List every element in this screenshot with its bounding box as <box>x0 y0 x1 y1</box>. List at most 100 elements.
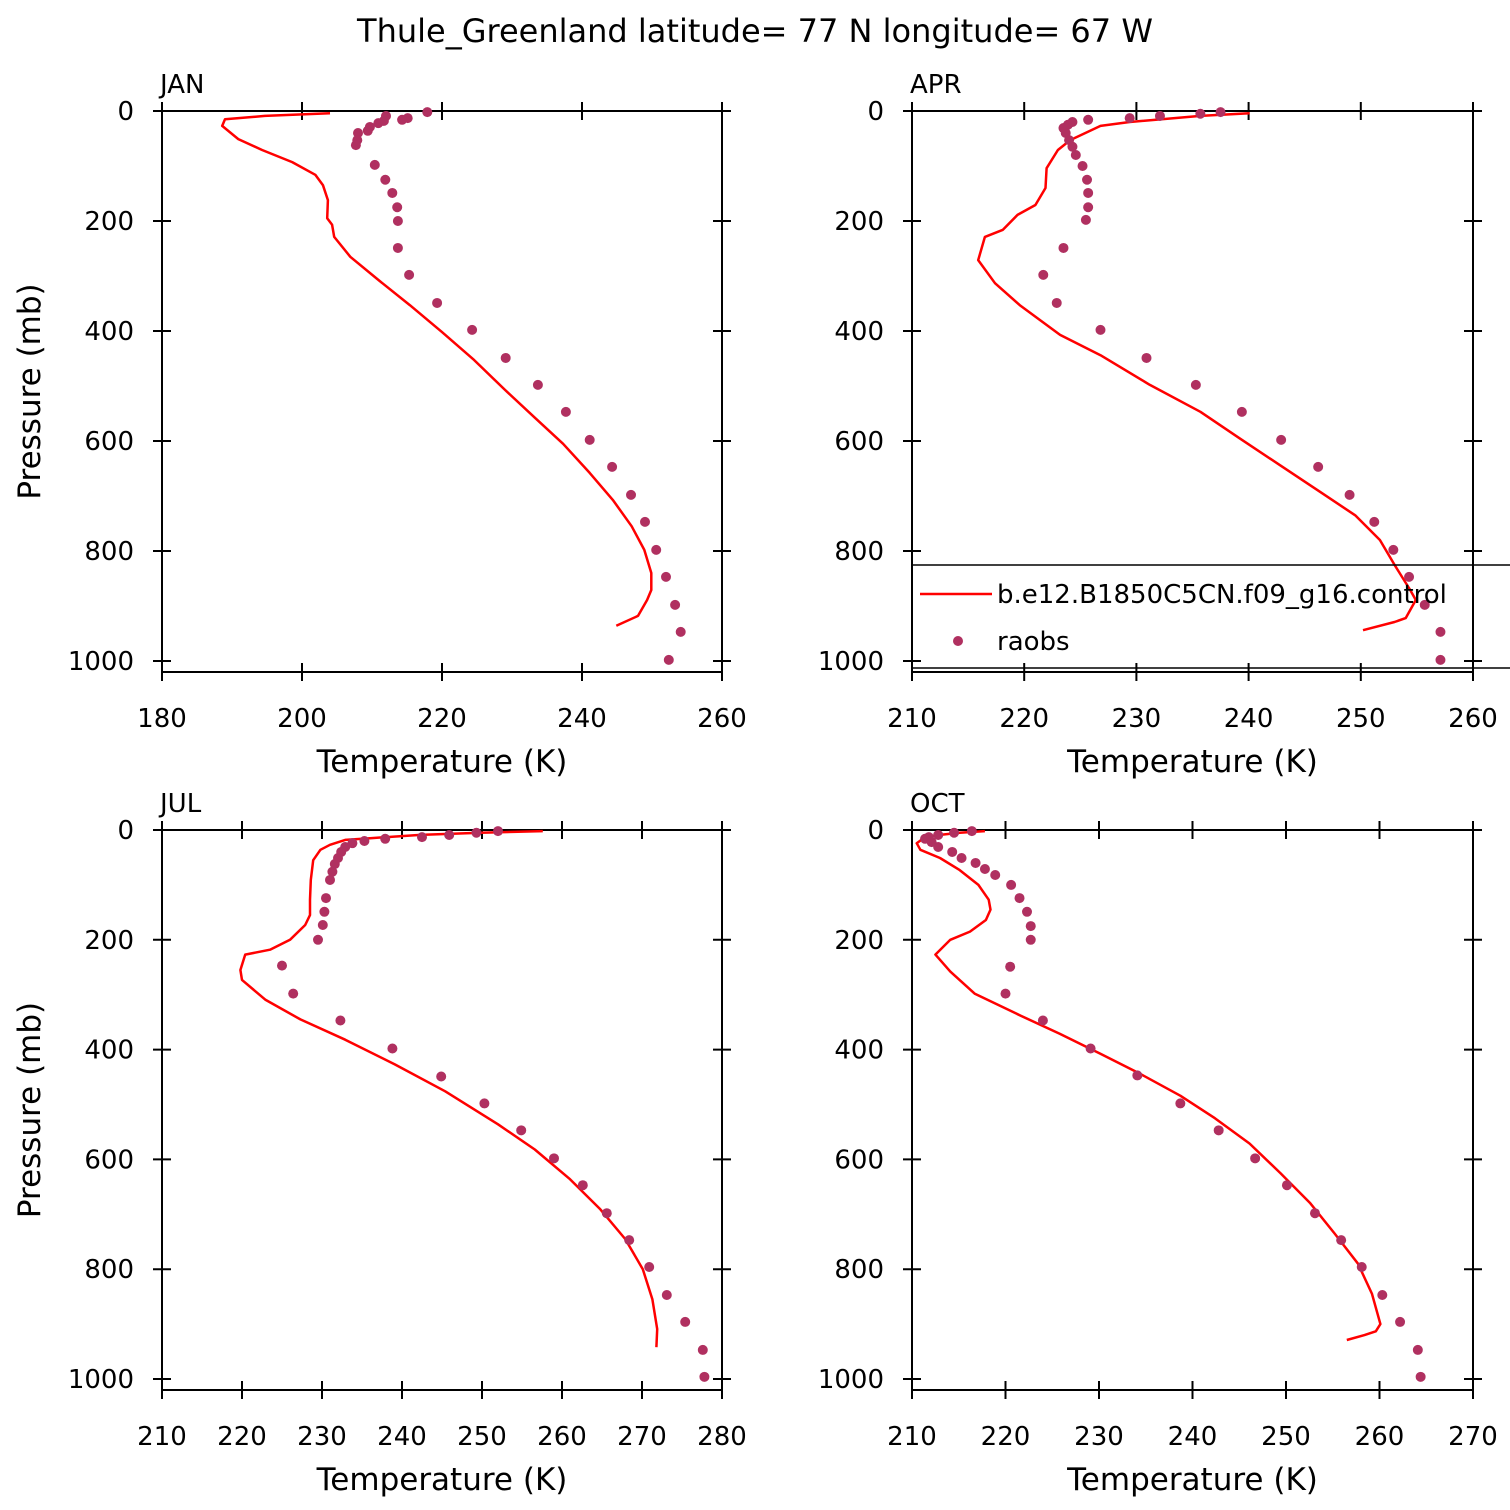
y-tick-label: 400 <box>84 1036 134 1066</box>
x-tick-label: 220 <box>217 1422 267 1452</box>
raob-point <box>417 832 427 843</box>
panel-title: APR <box>910 70 962 100</box>
y-tick-label: 0 <box>117 97 134 127</box>
raob-point <box>626 489 636 500</box>
raob-point <box>949 827 960 838</box>
raob-point <box>970 857 981 868</box>
raob-point <box>325 874 335 885</box>
raob-point <box>359 835 370 846</box>
raob-point <box>422 107 433 118</box>
raob-point <box>380 833 391 844</box>
y-tick-label: 1000 <box>68 1365 134 1395</box>
raob-point <box>699 1371 710 1382</box>
raob-point <box>1377 1290 1388 1301</box>
raob-point <box>1236 406 1247 417</box>
raob-point <box>373 118 384 129</box>
y-tick-label: 200 <box>84 207 134 237</box>
raob-point <box>1404 571 1415 582</box>
raob-point <box>601 1208 612 1219</box>
x-tick-label: 230 <box>297 1422 347 1452</box>
y-tick-label: 400 <box>834 317 884 347</box>
x-tick-label: 230 <box>1112 704 1162 734</box>
panel-title: OCT <box>910 789 965 819</box>
raob-point <box>1082 174 1093 185</box>
x-tick-label: 260 <box>537 1422 587 1452</box>
raob-point <box>584 434 595 445</box>
raob-point <box>1022 906 1033 917</box>
raob-point <box>1369 516 1380 527</box>
raob-point <box>1077 161 1088 171</box>
x-tick-label: 180 <box>137 704 187 734</box>
y-tick-label: 0 <box>867 816 884 846</box>
raob-point <box>1336 1235 1347 1246</box>
raob-point <box>933 842 944 853</box>
raob-point <box>1415 1371 1426 1382</box>
raob-point <box>966 826 977 837</box>
raob-point <box>288 988 299 999</box>
plot-frame <box>911 110 1474 673</box>
raob-point <box>1070 150 1081 160</box>
raob-point <box>1250 1153 1261 1164</box>
panel: JAN 180 200 220 240 260 0 200 400 600 800 1000 Tempe… <box>12 70 747 780</box>
raob-point <box>467 324 478 335</box>
raob-point <box>1083 187 1094 198</box>
raob-point <box>327 866 338 877</box>
y-tick-label: 800 <box>84 537 134 567</box>
x-tick-label: 240 <box>1224 704 1274 734</box>
x-tick-label: 240 <box>1168 1422 1218 1452</box>
y-tick-label: 400 <box>84 317 134 347</box>
raob-point <box>397 114 408 125</box>
x-tick-label: 250 <box>1336 704 1386 734</box>
raob-point <box>1083 114 1094 125</box>
raob-point <box>1276 434 1287 445</box>
raob-point <box>369 159 380 170</box>
raob-point <box>1051 297 1062 308</box>
x-tick-label: 200 <box>277 704 327 734</box>
raob-point <box>651 544 662 555</box>
x-tick-label: 230 <box>1074 1422 1124 1452</box>
x-tick-label: 240 <box>377 1422 427 1452</box>
x-axis-label: Temperature (K) <box>1066 744 1318 780</box>
x-tick-label: 250 <box>1261 1422 1311 1452</box>
profile-line <box>915 829 1382 1342</box>
raob-point <box>1005 961 1016 972</box>
raob-point <box>516 1125 527 1136</box>
raob-point <box>444 829 455 840</box>
raob-point <box>644 1262 655 1273</box>
raob-point <box>1213 1125 1224 1136</box>
x-tick-label: 220 <box>999 704 1049 734</box>
y-tick-label: 200 <box>834 207 884 237</box>
panel: OCT 210 220 230 240 250 260 270 0 200 400 600 800 100… <box>818 789 1498 1498</box>
y-tick-label: 800 <box>834 537 884 567</box>
raob-point <box>1132 1070 1143 1081</box>
profile-line <box>220 111 653 627</box>
raob-point <box>277 960 287 971</box>
raob-point <box>1412 1344 1423 1355</box>
raob-point <box>661 571 671 582</box>
raob-point <box>1190 379 1201 390</box>
raob-point <box>319 906 330 917</box>
raob-point <box>1058 242 1069 253</box>
y-tick-label: 200 <box>84 926 134 956</box>
legend-label: b.e12.B1850C5CN.f09_g16.control <box>997 580 1447 610</box>
x-tick-label: 250 <box>457 1422 507 1452</box>
x-tick-label: 260 <box>697 704 747 734</box>
y-tick-label: 600 <box>84 427 134 457</box>
raob-point <box>380 174 391 185</box>
panel: APR 210 220 230 240 250 260 0 200 400 600 800 1000 Te… <box>818 70 1510 780</box>
y-tick-label: 800 <box>834 1255 884 1285</box>
raob-point <box>1344 489 1355 500</box>
legend-swatch <box>953 636 963 646</box>
panel: JUL 210 220 230 240 250 260 270 280 0 200 400 600 800… <box>12 789 747 1498</box>
x-tick-label: 210 <box>887 1422 937 1452</box>
raob-point <box>436 1071 447 1082</box>
y-tick-label: 0 <box>117 816 134 846</box>
plot-frame <box>161 829 723 1391</box>
raob-point <box>387 187 398 198</box>
x-tick-label: 270 <box>617 1422 667 1452</box>
raob-point <box>321 893 331 904</box>
raob-point <box>387 1043 398 1054</box>
